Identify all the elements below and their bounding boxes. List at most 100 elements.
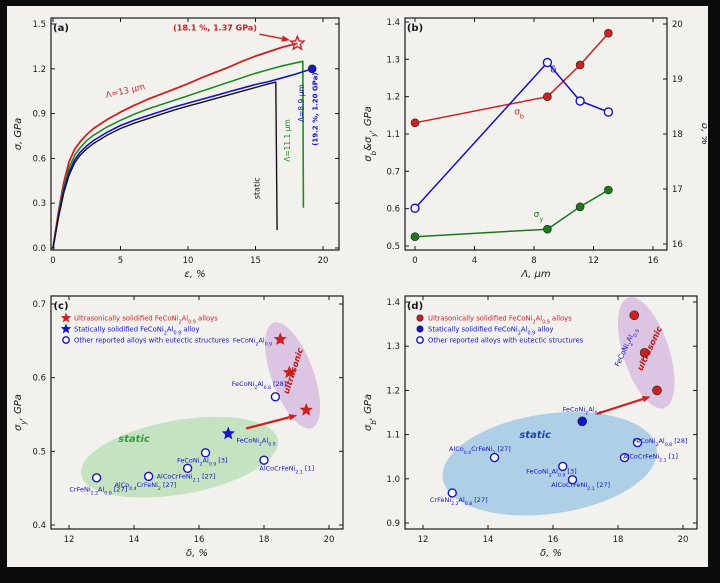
x-tick-label: 12 xyxy=(588,256,599,266)
y-tick-label: 1.1 xyxy=(386,130,400,140)
y-right-tick-label: 16 xyxy=(672,240,683,250)
annotation: FeCoNi2Al0.9 xyxy=(236,436,275,447)
panel-label: (b) xyxy=(407,23,423,34)
y-tick-label: 1.2 xyxy=(386,386,400,396)
x-tick-label: 18 xyxy=(613,535,624,545)
annotation: AlCo0.4CrFeNi2 [27] xyxy=(449,445,511,456)
y-right-tick-label: 17 xyxy=(672,185,683,195)
y-tick-label: 0.0 xyxy=(32,244,46,254)
annotation: AlCoCrFeNi2.1 [27] xyxy=(157,473,216,484)
x-axis-label: ε, % xyxy=(184,269,205,280)
annotation: Λ=8.9 μm xyxy=(297,84,306,122)
x-tick-label: 20 xyxy=(678,535,689,545)
series-sigma-y xyxy=(410,185,613,241)
x-tick-label: 20 xyxy=(318,256,329,266)
y-tick-label: 0.9 xyxy=(32,110,46,120)
legend: Ultrasonically solidified FeCoNi2Al0.9 a… xyxy=(416,314,584,345)
x-tick-label: 20 xyxy=(324,535,335,545)
chart-c: 12 14 16 18 20 0.7 0.6 0.5 0.4 δ, % σy, GPa (c) FeCo… xyxy=(13,295,344,559)
panel-label: (c) xyxy=(53,301,68,312)
y-tick-label: 0.6 xyxy=(32,374,46,384)
x-tick-label: 10 xyxy=(183,256,194,266)
panel-label: (d) xyxy=(407,301,423,312)
panel-b-properties-vs-spacing: 0 4 8 12 16 1.4 1.3 1.2 1.1 0.7 0.6 0.5 20 19 18 17 16 Λ,… xyxy=(359,8,710,284)
x-tick-label: 12 xyxy=(64,535,75,545)
legend-item-label: Other reported alloys with eutectic stru… xyxy=(428,337,584,345)
x-tick-label: 16 xyxy=(194,535,205,545)
panel-label: (a) xyxy=(53,23,69,34)
series-ultrasonic-8.9um xyxy=(52,64,317,249)
series-other-alloys xyxy=(91,392,281,483)
plot-frame xyxy=(50,17,340,251)
annotation: FeCoNi2Al0.8 [28] xyxy=(232,380,287,391)
y-tick-label: 0.7 xyxy=(32,300,46,310)
legend-item-label: Other reported alloys with eutectic stru… xyxy=(74,337,230,345)
y-tick-label: 1.3 xyxy=(386,342,400,352)
panel-d-uts-vs-elongation: 12 14 16 18 20 1.4 1.3 1.2 1.1 1.0 0.9 δ, % σb, GPa (… xyxy=(359,288,707,565)
legend-item-label: Statically solidified FeCoNi2Al0.9 alloy xyxy=(428,326,554,337)
figure-canvas: 0 5 10 15 20 1.5 1.2 0.9 0.6 0.3 0.0 ε, % σ, GPa (a) (… xyxy=(7,6,710,567)
y-tick-label: 0.5 xyxy=(32,447,46,457)
y-right-tick-label: 19 xyxy=(672,75,683,85)
x-tick-label: 14 xyxy=(129,535,140,545)
plot-frame xyxy=(50,295,344,530)
series-sigma-b xyxy=(410,28,613,128)
plot-frame xyxy=(404,295,698,530)
x-tick-label: 0 xyxy=(50,256,55,266)
x-tick-label: 14 xyxy=(483,535,494,545)
legend-item-label: Ultrasonically solidified FeCoNi2Al0.9 a… xyxy=(74,315,218,326)
y-axis-label: σy, GPa xyxy=(13,394,28,431)
x-tick-label: 5 xyxy=(118,256,123,266)
y-tick-label: 1.0 xyxy=(386,475,400,485)
y-right-tick-label: 20 xyxy=(672,20,683,30)
annotation: Λ=13 μm xyxy=(105,82,146,101)
x-tick-label: 12 xyxy=(418,535,429,545)
y-tick-label: 0.4 xyxy=(32,521,46,531)
axis-ticks xyxy=(405,18,667,250)
series-ultrasonic-13um xyxy=(52,34,306,249)
annotation: FeCoNi2Al0.9 [3] xyxy=(177,456,228,467)
legend: Ultrasonically solidified FeCoNi2Al0.9 a… xyxy=(60,312,230,345)
axis-ticks xyxy=(51,18,339,250)
annotation: CrFeNi2.2Al0.8 [27] xyxy=(69,485,127,496)
annotation: δ xyxy=(550,64,556,75)
annotation: static xyxy=(118,434,150,445)
y-tick-label: 0.5 xyxy=(386,242,400,252)
x-tick-label: 16 xyxy=(648,256,659,266)
x-tick-label: 0 xyxy=(412,256,417,266)
series-static xyxy=(52,81,278,249)
y-tick-label: 1.5 xyxy=(32,20,46,30)
y-axis-label: σ, GPa xyxy=(13,118,24,151)
static-cluster-ellipse xyxy=(442,412,657,516)
y-tick-label: 0.6 xyxy=(386,205,400,215)
annotation: σb xyxy=(514,108,524,121)
series-ultrasonic-alloys xyxy=(273,332,313,416)
y-tick-label: 0.3 xyxy=(32,199,46,209)
series-delta xyxy=(410,57,614,213)
panel-a-stress-strain: 0 5 10 15 20 1.5 1.2 0.9 0.6 0.3 0.0 ε, % σ, GPa (a) (… xyxy=(9,8,353,284)
y-tick-label: 0.7 xyxy=(386,167,400,177)
chart-b: 0 4 8 12 16 1.4 1.3 1.2 1.1 0.7 0.6 0.5 20 19 18 17 16 Λ,… xyxy=(363,17,710,280)
series-static-alloy xyxy=(221,426,235,440)
annotation: σy xyxy=(534,210,544,223)
annotation: FeCoNi2Al0.8 [28] xyxy=(633,437,688,448)
axis-ticks xyxy=(51,296,343,529)
annotation: AlCoCrFeNi2.1 [1] xyxy=(623,452,678,463)
y-tick-label: 1.2 xyxy=(386,93,400,103)
x-tick-label: 16 xyxy=(548,535,559,545)
annotation: static xyxy=(519,430,551,441)
x-axis-label: δ, % xyxy=(540,548,562,559)
y-axis-label: σb&σy, GPa xyxy=(363,106,378,162)
annotation: static xyxy=(253,177,262,199)
series-ultrasonic-11.1um xyxy=(52,60,305,249)
x-axis-label: Λ, μm xyxy=(520,269,551,280)
y-tick-label: 1.4 xyxy=(386,298,400,308)
panel-c-yield-vs-elongation: 12 14 16 18 20 0.7 0.6 0.5 0.4 δ, % σy, GPa (c) FeCo… xyxy=(9,288,353,565)
annotation: FeCoNi2Al0.9 [3] xyxy=(526,467,577,478)
chart-d: 12 14 16 18 20 1.4 1.3 1.2 1.1 1.0 0.9 δ, % σb, GPa (… xyxy=(363,295,698,559)
legend-item-label: Statically solidified FeCoNi2Al0.9 alloy xyxy=(74,326,200,337)
annotation: Λ=11.1 μm xyxy=(283,119,292,162)
chart-a: 0 5 10 15 20 1.5 1.2 0.9 0.6 0.3 0.0 ε, % σ, GPa (a) (… xyxy=(13,17,340,280)
y-tick-label: 1.1 xyxy=(386,431,400,441)
